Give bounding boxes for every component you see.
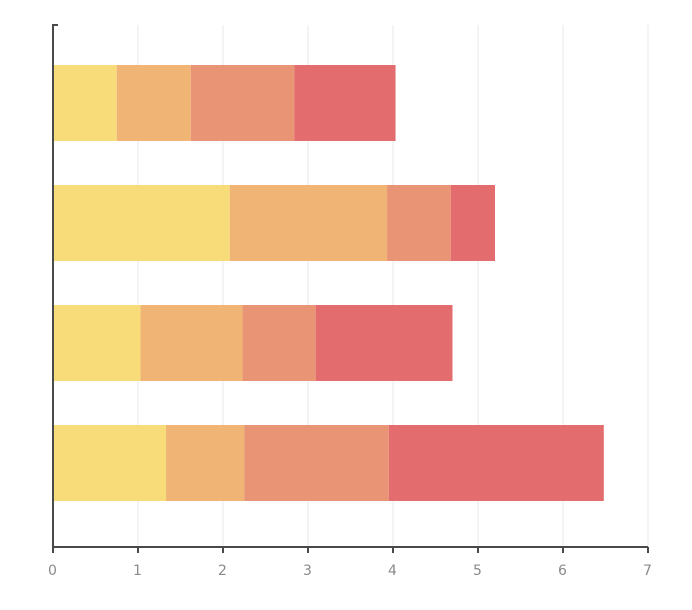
bar-segment-row1-series3 [190,65,295,141]
bar-segment-row2-series3 [387,185,451,261]
x-tick-label-6: 6 [558,563,567,579]
bar-segment-row4-series4 [388,425,604,501]
x-tick-label-2: 2 [218,563,227,579]
bar-segment-row4-series3 [244,425,389,501]
bar-segment-row1-series4 [294,65,396,141]
bar-segment-row1-series2 [116,65,191,141]
bar-segment-row2-series2 [229,185,388,261]
axes-group [52,24,648,548]
x-tick-label-5: 5 [473,563,482,579]
bar-segment-row4-series1 [53,425,167,501]
bar-segment-row3-series4 [315,305,453,381]
x-tick-label-7: 7 [643,563,652,579]
x-tick-label-3: 3 [303,563,312,579]
bar-segment-row3-series3 [242,305,316,381]
bar-segment-row3-series2 [140,305,243,381]
bar-segment-row2-series1 [53,185,230,261]
x-tick-label-4: 4 [388,563,397,579]
x-axis-ticks: 0 1 2 3 4 5 6 7 [48,547,652,579]
bar-segment-row4-series2 [166,425,245,501]
x-tick-label-0: 0 [48,563,57,579]
x-tick-label-1: 1 [133,563,142,579]
bar-segment-row3-series1 [53,305,141,381]
bar-segment-row1-series1 [53,65,117,141]
bars-group [53,65,604,501]
bar-segment-row2-series4 [450,185,495,261]
